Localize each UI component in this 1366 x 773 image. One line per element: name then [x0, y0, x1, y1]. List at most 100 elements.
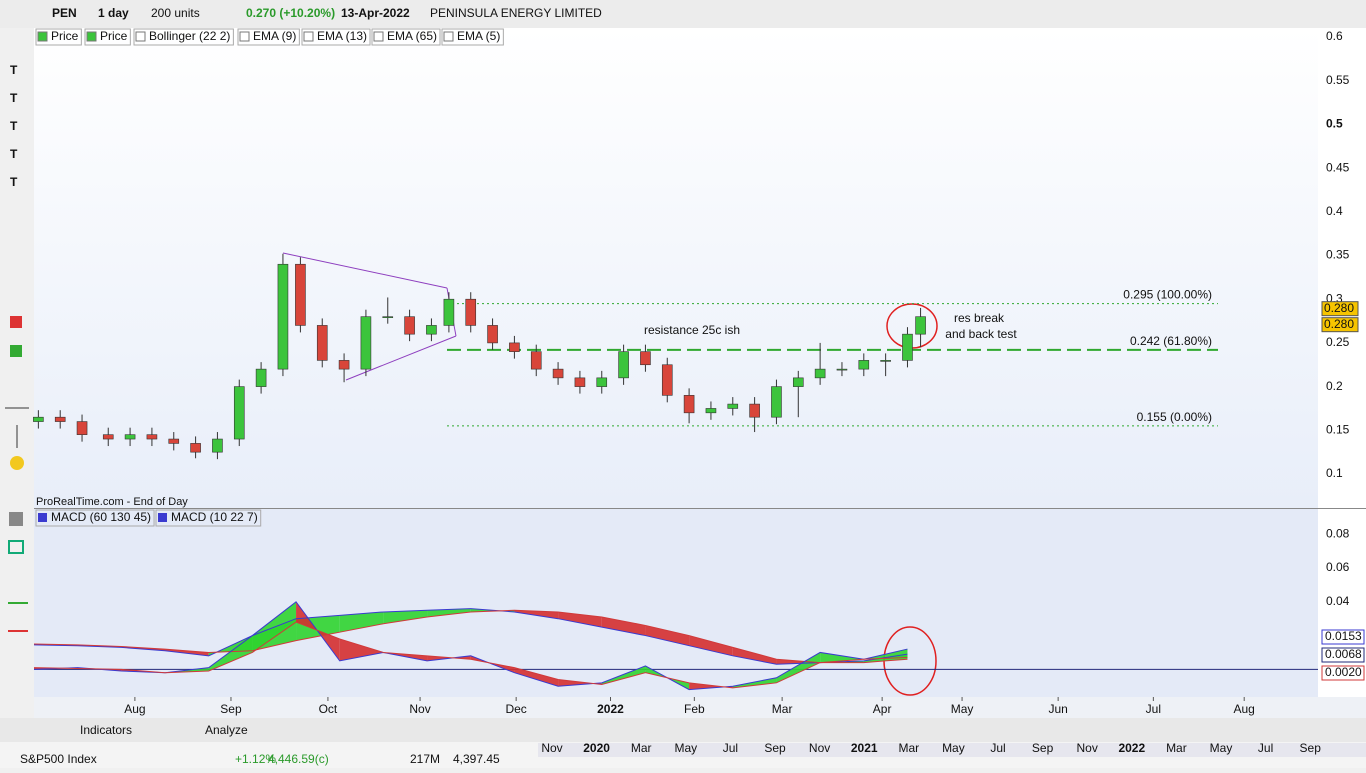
macd-last-label: 0.0068: [1325, 647, 1362, 661]
macd-ribbon: [427, 608, 471, 618]
macd-legend-box[interactable]: [35, 509, 155, 527]
x-tick-label: May: [951, 702, 974, 716]
macd-ribbon: [601, 617, 646, 636]
candle-body: [574, 377, 586, 387]
ticker-close: 4,446.59(c): [268, 752, 329, 766]
macd-last-label: 0.0153: [1325, 629, 1362, 643]
x-axis: [34, 697, 1366, 718]
indicator-label[interactable]: Price: [51, 29, 79, 43]
candle-body: [124, 434, 136, 440]
candle-body: [814, 368, 826, 379]
macd-last-box: [1321, 665, 1365, 681]
indicator-label[interactable]: EMA (65): [387, 29, 437, 43]
timeline-label: Jul: [723, 741, 738, 755]
tool[interactable]: T: [10, 147, 18, 161]
timeline-label: 2020: [583, 741, 610, 755]
candle-body: [915, 316, 926, 335]
annotation: res break: [954, 311, 1005, 325]
symbol[interactable]: PEN: [52, 6, 77, 20]
ticker-prev: 4,397.45: [453, 752, 500, 766]
indicator-label[interactable]: Bollinger (22 2): [149, 29, 230, 43]
tool[interactable]: [9, 512, 23, 526]
tool[interactable]: T: [10, 119, 18, 133]
y-tick-label: 0.2: [1326, 379, 1343, 393]
candle-body: [168, 438, 180, 444]
indicator-swatch[interactable]: [135, 31, 146, 42]
analyze-button[interactable]: Analyze: [205, 723, 248, 737]
tool[interactable]: [8, 540, 24, 554]
macd-legend[interactable]: MACD (10 22 7): [171, 510, 258, 524]
indicator-swatch[interactable]: [303, 31, 314, 42]
indicator-box[interactable]: [84, 28, 131, 46]
indicator-swatch[interactable]: [37, 31, 48, 42]
candle-body: [771, 386, 782, 418]
candle-body: [596, 377, 608, 387]
indicator-label[interactable]: EMA (9): [253, 29, 296, 43]
indicator-swatch[interactable]: [373, 31, 384, 42]
fib-label: 0.155 (0.00%): [1137, 410, 1212, 424]
macd-last-label: 0.0020: [1325, 665, 1362, 679]
macd-last-box: [1321, 647, 1365, 663]
trend-line: [345, 335, 457, 381]
ticker-name[interactable]: S&P500 Index: [20, 752, 97, 766]
y-tick-label: 0.55: [1326, 73, 1350, 87]
indicator-label[interactable]: EMA (5): [457, 29, 500, 43]
last-price-label: 0.280: [1324, 317, 1354, 331]
tool[interactable]: [10, 456, 24, 470]
timeline-label: May: [1210, 741, 1233, 755]
macd-ribbon: [645, 625, 690, 646]
units[interactable]: 200 units: [151, 6, 200, 20]
tool[interactable]: T: [10, 63, 18, 77]
indicator-swatch[interactable]: [443, 31, 454, 42]
y-tick-label: 0.6: [1326, 29, 1343, 43]
indicator-box[interactable]: [237, 28, 300, 46]
macd-ribbon: [383, 610, 428, 624]
source: ProRealTime.com - End of Day: [36, 496, 188, 508]
x-tick-label: Jun: [1048, 702, 1067, 716]
candle-body: [33, 416, 44, 422]
indicator-swatch[interactable]: [239, 31, 250, 42]
candle-body: [426, 325, 437, 335]
indicator-box[interactable]: [371, 28, 441, 46]
ticker-change: +1.12%: [235, 752, 276, 766]
candle-body: [465, 298, 477, 326]
date: 13-Apr-2022: [341, 6, 410, 20]
tool[interactable]: [10, 345, 22, 357]
macd-legend[interactable]: MACD (60 130 45): [51, 510, 151, 524]
y-tick-label: 0.35: [1326, 248, 1350, 262]
y-tick-label: 0.25: [1326, 335, 1350, 349]
indicator-box[interactable]: [441, 28, 504, 46]
tool[interactable]: T: [10, 175, 18, 189]
indicator-box[interactable]: [35, 28, 82, 46]
left-tools[interactable]: TT TT T: [5, 63, 29, 632]
mini-timeline: [538, 743, 1366, 757]
macd-line: [33, 608, 908, 665]
indicators-button[interactable]: Indicators: [80, 723, 132, 737]
macd-ribbon: [339, 638, 384, 661]
candle-body: [902, 333, 913, 361]
candle-body: [102, 434, 114, 440]
candle-body: [316, 325, 328, 361]
interval[interactable]: 1 day: [98, 6, 129, 20]
timeline-label: Nov: [809, 741, 830, 755]
tool[interactable]: T: [10, 91, 18, 105]
timeline-label: Mar: [898, 741, 919, 755]
indicator-label[interactable]: EMA (13): [317, 29, 367, 43]
x-tick-label: Oct: [319, 702, 338, 716]
candle-body: [640, 351, 651, 366]
x-tick-label: Apr: [873, 702, 892, 716]
macd-legend-box[interactable]: [155, 509, 262, 527]
indicator-label[interactable]: Price: [100, 29, 128, 43]
candle-body: [749, 403, 760, 418]
indicator-swatch[interactable]: [86, 31, 97, 42]
candle-body: [404, 316, 415, 335]
candle-body: [683, 395, 695, 414]
tool[interactable]: [10, 316, 22, 328]
indicator-box[interactable]: [133, 28, 234, 46]
annotation: and back test: [945, 327, 1017, 341]
fib-label: 0.242 (61.80%): [1130, 334, 1212, 348]
timeline-label: Mar: [1166, 741, 1187, 755]
indicator-box[interactable]: [301, 28, 371, 46]
timeline-label: Sep: [1032, 741, 1054, 755]
macd-line: [33, 621, 908, 689]
